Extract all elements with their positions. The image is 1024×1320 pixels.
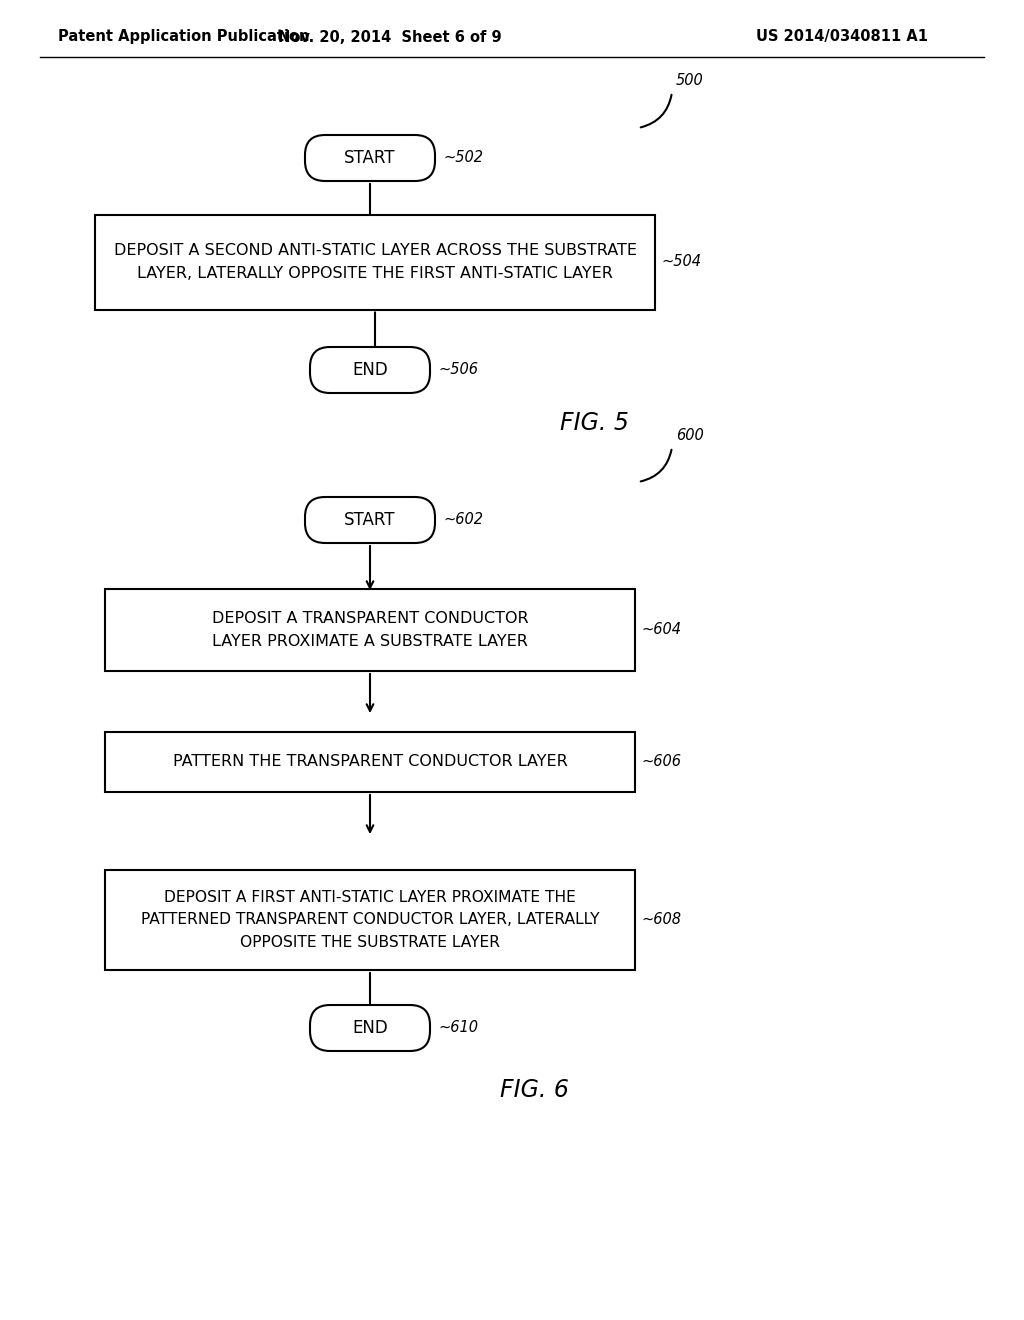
FancyBboxPatch shape: [305, 498, 435, 543]
Text: START: START: [344, 149, 395, 168]
Text: ~608: ~608: [641, 912, 681, 928]
Text: ~602: ~602: [443, 512, 483, 528]
Text: ~504: ~504: [662, 255, 701, 269]
Bar: [105, 870, 635, 970]
Text: 600: 600: [676, 428, 703, 444]
Text: ~502: ~502: [443, 150, 483, 165]
Text: Patent Application Publication: Patent Application Publication: [58, 29, 309, 45]
Text: ~610: ~610: [438, 1020, 478, 1035]
Text: START: START: [344, 511, 395, 529]
Bar: [105, 589, 635, 671]
Bar: [105, 733, 635, 792]
Text: ~604: ~604: [641, 623, 681, 638]
Text: 500: 500: [676, 73, 703, 88]
Text: END: END: [352, 1019, 388, 1038]
Text: ~506: ~506: [438, 363, 478, 378]
FancyBboxPatch shape: [310, 347, 430, 393]
Text: ~606: ~606: [641, 755, 681, 770]
Text: US 2014/0340811 A1: US 2014/0340811 A1: [756, 29, 928, 45]
Text: FIG. 6: FIG. 6: [500, 1078, 569, 1102]
Text: DEPOSIT A FIRST ANTI-STATIC LAYER PROXIMATE THE
PATTERNED TRANSPARENT CONDUCTOR : DEPOSIT A FIRST ANTI-STATIC LAYER PROXIM…: [140, 890, 599, 949]
Text: Nov. 20, 2014  Sheet 6 of 9: Nov. 20, 2014 Sheet 6 of 9: [279, 29, 502, 45]
Text: DEPOSIT A SECOND ANTI-STATIC LAYER ACROSS THE SUBSTRATE
LAYER, LATERALLY OPPOSIT: DEPOSIT A SECOND ANTI-STATIC LAYER ACROS…: [114, 243, 637, 281]
Text: PATTERN THE TRANSPARENT CONDUCTOR LAYER: PATTERN THE TRANSPARENT CONDUCTOR LAYER: [173, 755, 567, 770]
FancyBboxPatch shape: [305, 135, 435, 181]
Bar: [95, 214, 655, 309]
FancyBboxPatch shape: [310, 1005, 430, 1051]
Text: END: END: [352, 360, 388, 379]
Text: DEPOSIT A TRANSPARENT CONDUCTOR
LAYER PROXIMATE A SUBSTRATE LAYER: DEPOSIT A TRANSPARENT CONDUCTOR LAYER PR…: [212, 611, 528, 648]
Text: FIG. 5: FIG. 5: [560, 411, 629, 436]
